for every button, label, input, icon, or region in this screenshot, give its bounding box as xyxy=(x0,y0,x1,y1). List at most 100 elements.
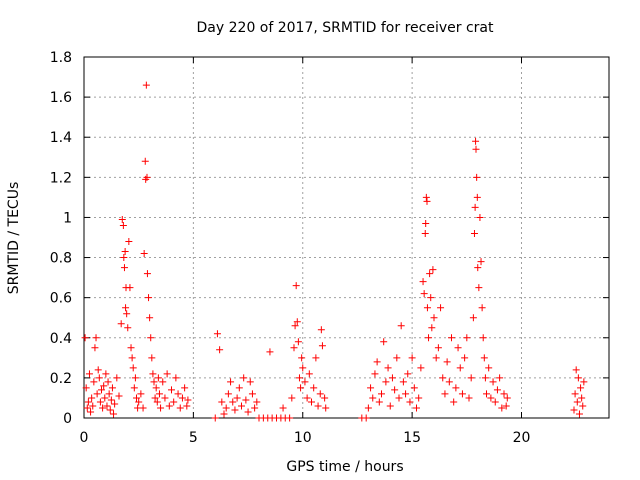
data-point xyxy=(117,320,125,328)
data-point xyxy=(299,364,307,372)
data-point xyxy=(130,384,138,392)
y-tick-label: 1.8 xyxy=(50,50,72,66)
data-point xyxy=(248,390,256,398)
data-point xyxy=(242,396,250,404)
data-point xyxy=(448,334,455,342)
data-point xyxy=(181,384,189,392)
data-point xyxy=(373,358,381,366)
data-point xyxy=(108,384,116,392)
data-point xyxy=(105,390,113,398)
data-point xyxy=(572,366,580,374)
data-point xyxy=(404,370,412,378)
data-point xyxy=(470,229,478,237)
data-point xyxy=(125,238,133,246)
data-point xyxy=(432,354,440,362)
data-point xyxy=(154,374,162,382)
data-point xyxy=(279,404,287,412)
y-tick-label: 0.4 xyxy=(50,331,72,347)
data-point xyxy=(378,390,385,398)
data-point xyxy=(88,394,96,402)
data-point xyxy=(150,378,158,386)
data-point xyxy=(472,137,480,145)
data-point xyxy=(83,404,91,412)
data-point xyxy=(428,324,436,332)
data-point xyxy=(575,410,583,418)
data-point xyxy=(87,408,95,416)
data-point xyxy=(461,354,469,362)
data-point xyxy=(124,324,132,332)
data-point xyxy=(119,221,127,229)
data-point xyxy=(434,344,442,352)
data-point xyxy=(498,404,506,412)
data-point xyxy=(303,394,311,402)
data-point xyxy=(471,203,479,211)
data-point xyxy=(82,384,90,392)
data-point xyxy=(102,370,110,378)
y-tick-label: 1.2 xyxy=(50,170,72,186)
data-point xyxy=(135,398,143,406)
data-point xyxy=(472,145,480,153)
data-point xyxy=(371,370,379,378)
data-point xyxy=(129,364,137,372)
data-point xyxy=(419,278,427,286)
data-point xyxy=(218,398,226,406)
data-point xyxy=(410,384,418,392)
data-point xyxy=(286,414,294,422)
y-tick-label: 0.2 xyxy=(50,371,72,387)
data-point xyxy=(238,402,245,410)
data-point xyxy=(229,398,237,406)
data-point xyxy=(266,348,274,356)
data-point xyxy=(375,398,383,406)
data-point xyxy=(222,404,230,412)
data-point xyxy=(178,394,186,402)
data-point xyxy=(477,258,485,266)
data-point xyxy=(578,394,586,402)
data-point xyxy=(463,334,471,342)
data-point xyxy=(165,402,173,410)
data-point xyxy=(480,354,488,362)
data-point xyxy=(142,81,150,89)
data-point xyxy=(123,310,131,318)
data-point xyxy=(384,364,392,372)
data-point xyxy=(216,346,224,354)
data-point xyxy=(106,406,114,414)
data-point xyxy=(152,384,160,392)
data-point xyxy=(81,334,89,342)
data-point xyxy=(579,402,587,410)
data-point xyxy=(473,173,481,181)
data-point xyxy=(423,304,431,312)
data-point xyxy=(388,374,396,382)
data-point xyxy=(113,374,121,382)
data-point xyxy=(89,402,97,410)
data-point xyxy=(397,322,405,330)
y-tick-label: 0 xyxy=(63,411,72,427)
data-point xyxy=(176,404,184,412)
data-point xyxy=(294,338,302,346)
data-point xyxy=(429,266,437,274)
data-point xyxy=(100,382,108,390)
data-point xyxy=(244,408,252,416)
data-point xyxy=(301,378,309,386)
data-point xyxy=(483,390,490,398)
data-point xyxy=(317,326,325,334)
data-point xyxy=(475,284,483,292)
data-point xyxy=(151,394,159,402)
data-point xyxy=(474,264,482,272)
data-point xyxy=(452,384,460,392)
data-point xyxy=(298,354,306,362)
data-point xyxy=(571,390,579,398)
data-point xyxy=(496,374,504,382)
data-point xyxy=(310,384,318,392)
data-point xyxy=(91,344,99,352)
data-point xyxy=(213,330,221,338)
y-tick-label: 1.6 xyxy=(50,90,72,106)
data-point xyxy=(450,398,458,406)
data-point xyxy=(481,374,489,382)
data-point xyxy=(489,378,497,386)
data-point xyxy=(487,394,495,402)
x-tick-label: 5 xyxy=(189,430,198,446)
data-point xyxy=(422,193,430,201)
data-point xyxy=(94,366,102,374)
data-point xyxy=(312,354,320,362)
